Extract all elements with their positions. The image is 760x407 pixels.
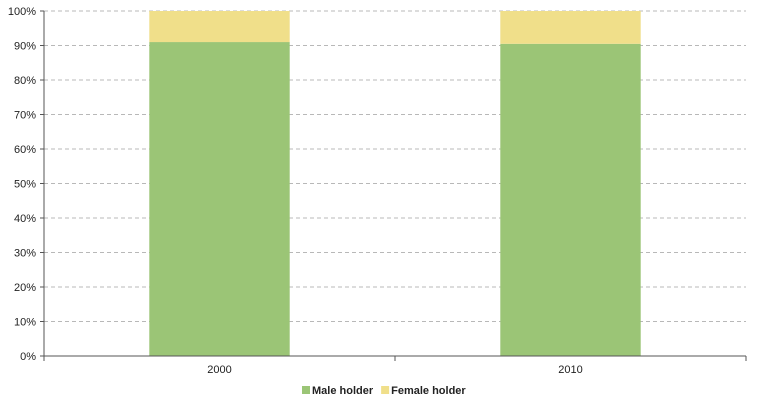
y-tick-label: 70% — [14, 110, 36, 122]
y-tick-label: 40% — [14, 213, 36, 225]
x-tick-label: 2010 — [558, 364, 582, 376]
bar-2010-female-holder — [500, 11, 641, 44]
bar-2010-male-holder — [500, 43, 641, 357]
y-tick-label: 10% — [14, 317, 36, 329]
y-tick-label: 100% — [8, 6, 36, 18]
legend: Male holder Female holder — [302, 385, 466, 397]
x-axis-tick-labels: 2000 2010 — [43, 356, 747, 376]
y-tick-label: 90% — [14, 41, 36, 53]
legend-swatch — [381, 386, 390, 394]
y-tick-label: 20% — [14, 282, 36, 294]
y-tick-label: 30% — [14, 248, 36, 260]
bars — [149, 11, 641, 357]
y-tick-label: 80% — [14, 75, 36, 87]
legend-label: Female holder — [391, 385, 466, 397]
y-tick-label: 50% — [14, 179, 36, 191]
x-tick-label: 2000 — [207, 364, 231, 376]
y-tick-label: 0% — [20, 351, 36, 363]
bar-2000-female-holder — [149, 11, 290, 43]
y-tick-label: 60% — [14, 144, 36, 156]
legend-swatch — [302, 386, 310, 394]
y-axis-tick-labels: 0% 10% 20% 30% 40% 50% 60% 70% 80% 90% 100% — [8, 6, 44, 363]
legend-label: Male holder — [312, 385, 374, 397]
bar-2000-male-holder — [149, 42, 290, 357]
